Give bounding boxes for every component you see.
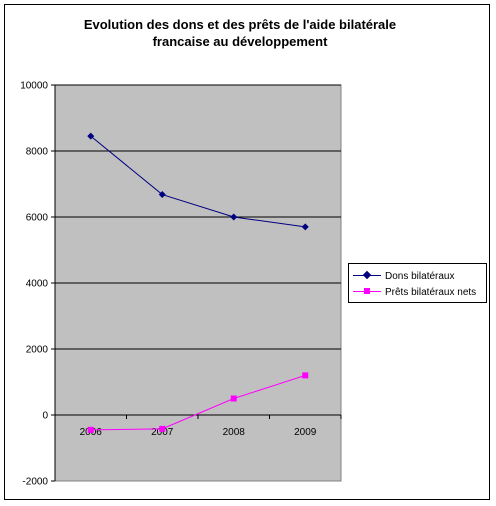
x-tick-label: 2009 (294, 427, 317, 438)
data-point-2 (159, 425, 166, 432)
data-point-2 (87, 426, 94, 433)
series-line-1 (90, 135, 306, 228)
y-tick-label: 4000 (26, 279, 49, 290)
y-tick-label: 0 (42, 411, 48, 422)
y-tick-label: 2000 (26, 345, 49, 356)
legend-swatch-dons (353, 270, 381, 282)
chart-title-line-1: Evolution des dons et des prêts de l'aid… (83, 17, 397, 32)
legend-label-dons: Dons bilatéraux (385, 270, 455, 282)
y-tick-label: 8000 (26, 147, 49, 158)
data-point-2 (230, 395, 237, 402)
y-tick-label: 6000 (26, 213, 49, 224)
legend-item-dons: Dons bilatéraux (353, 269, 454, 283)
data-point-1 (87, 132, 95, 140)
data-point-2 (302, 372, 309, 379)
legend-swatch-prets (353, 286, 381, 298)
legend-label-prets: Prêts bilatéraux nets (385, 286, 477, 298)
legend-item-prets: Prêts bilatéraux nets (353, 285, 476, 299)
x-tick-label: 2007 (151, 427, 174, 438)
y-tick-label: -2000 (22, 477, 48, 488)
data-point-1 (158, 191, 166, 199)
x-tick-label: 2008 (223, 427, 246, 438)
data-point-1 (301, 223, 309, 231)
y-tick-label: 10000 (20, 81, 48, 92)
data-point-1 (230, 213, 238, 221)
series-line-2 (90, 374, 306, 431)
legend: Dons bilatéraux Prêts bilatéraux nets (348, 263, 487, 303)
chart-title-line-2: francaise au développement (152, 34, 328, 49)
chart-title: Evolution des dons et des prêts de l'aid… (40, 16, 440, 50)
